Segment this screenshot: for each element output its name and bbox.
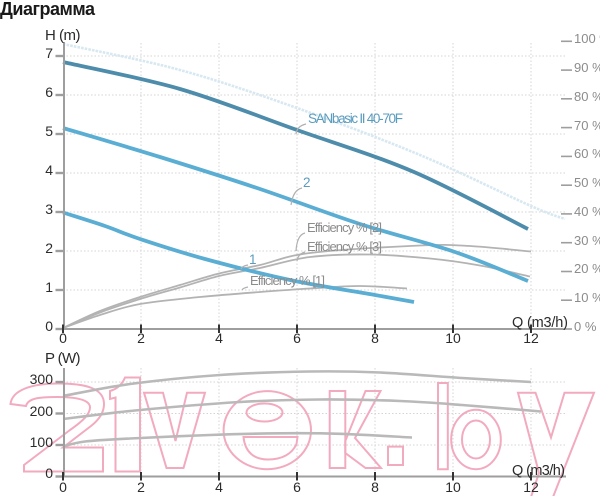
svg-text:10 %: 10 %	[574, 290, 600, 305]
svg-text:20 %: 20 %	[574, 261, 600, 276]
svg-text:10: 10	[445, 479, 461, 495]
svg-text:10: 10	[445, 330, 461, 346]
svg-text:Q (m3/h): Q (m3/h)	[512, 315, 568, 331]
svg-text:Efficiency % [3]: Efficiency % [3]	[307, 239, 382, 254]
svg-text:60 %: 60 %	[574, 146, 600, 161]
svg-text:4: 4	[45, 162, 53, 178]
svg-text:6: 6	[293, 330, 301, 346]
svg-text:80 %: 80 %	[574, 89, 600, 104]
svg-text:6: 6	[45, 84, 53, 100]
svg-text:Efficiency % [1]: Efficiency % [1]	[250, 273, 325, 288]
svg-text:0: 0	[45, 465, 53, 481]
svg-text:2: 2	[303, 175, 311, 190]
svg-text:P (W): P (W)	[45, 350, 81, 367]
svg-text:Q (m3/h): Q (m3/h)	[512, 463, 565, 479]
svg-text:Efficiency % [2]: Efficiency % [2]	[307, 220, 382, 235]
svg-text:5: 5	[45, 123, 53, 139]
svg-text:4: 4	[215, 479, 223, 495]
svg-text:0: 0	[59, 479, 67, 495]
svg-text:2: 2	[137, 330, 145, 346]
svg-text:40 %: 40 %	[574, 204, 600, 219]
svg-text:12: 12	[523, 479, 539, 495]
svg-text:2: 2	[45, 240, 53, 256]
svg-text:6: 6	[293, 479, 301, 495]
svg-text:H (m): H (m)	[45, 27, 81, 44]
svg-text:4: 4	[215, 330, 223, 346]
svg-text:SANbasic II 40-70F: SANbasic II 40-70F	[308, 111, 403, 126]
svg-text:100 %: 100 %	[574, 31, 600, 46]
svg-text:30 %: 30 %	[574, 233, 600, 248]
svg-text:100: 100	[30, 434, 54, 450]
svg-text:50 %: 50 %	[574, 175, 600, 190]
svg-text:90 %: 90 %	[574, 60, 600, 75]
svg-text:2: 2	[137, 479, 145, 495]
svg-text:1: 1	[45, 279, 53, 295]
svg-text:0: 0	[59, 330, 67, 346]
svg-text:7: 7	[45, 45, 53, 61]
svg-text:0: 0	[45, 318, 53, 334]
svg-text:200: 200	[30, 403, 54, 419]
svg-text:3: 3	[45, 201, 53, 217]
svg-text:8: 8	[371, 479, 379, 495]
svg-text:1: 1	[249, 252, 257, 267]
svg-text:12: 12	[523, 330, 539, 346]
svg-text:70 %: 70 %	[574, 118, 600, 133]
svg-text:0 %: 0 %	[574, 319, 597, 334]
svg-text:8: 8	[371, 330, 379, 346]
svg-text:300: 300	[30, 371, 54, 387]
svg-text:Диаграмма: Диаграмма	[0, 0, 96, 19]
